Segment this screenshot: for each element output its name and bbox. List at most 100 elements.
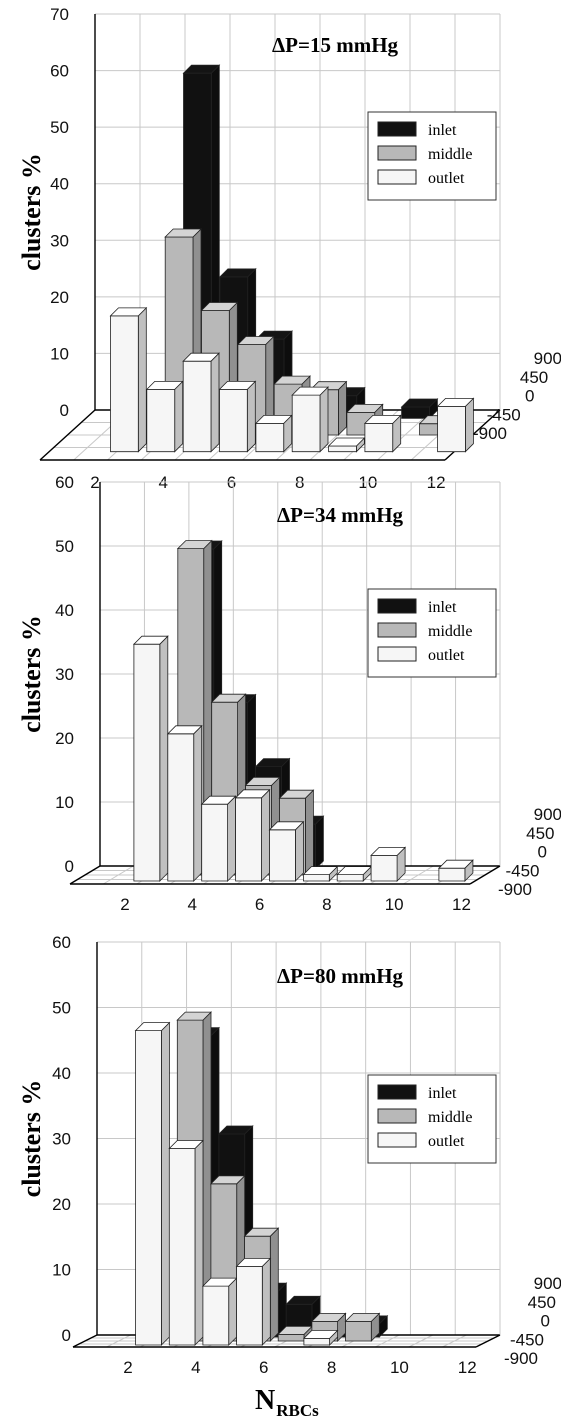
bar-outlet-front bbox=[302, 874, 330, 882]
x-tick-label: 10 bbox=[385, 895, 404, 914]
y-tick-label: 40 bbox=[55, 601, 74, 620]
bars bbox=[132, 539, 474, 882]
z-tick-label: 900 bbox=[534, 349, 561, 368]
back-wall-grid bbox=[94, 13, 501, 411]
z-tick-label: 0 bbox=[538, 843, 547, 862]
bar-outlet-top bbox=[134, 1022, 171, 1031]
floor-left-edge bbox=[39, 409, 96, 461]
bar-outlet bbox=[370, 846, 407, 882]
floor-left-edge bbox=[72, 1334, 98, 1348]
bar-outlet-top bbox=[235, 1257, 272, 1267]
bar-middle-top bbox=[278, 789, 315, 799]
bar-inlet-front bbox=[401, 406, 430, 419]
bar-middle-top bbox=[244, 776, 281, 786]
x-tick-label: 12 bbox=[452, 895, 471, 914]
bar-outlet-front bbox=[303, 1337, 331, 1346]
x-tick-label: 8 bbox=[322, 895, 331, 914]
bar-outlet bbox=[134, 1021, 171, 1346]
y-tick-label: 60 bbox=[50, 62, 69, 81]
y-tick-label: 20 bbox=[50, 288, 69, 307]
chart-title: ΔP=15 mmHg bbox=[272, 33, 399, 57]
bar-middle-top bbox=[345, 403, 384, 413]
bar-outlet-front bbox=[182, 360, 212, 453]
x-tick-label: 4 bbox=[188, 895, 197, 914]
z-tick-label: -450 bbox=[505, 861, 539, 880]
bar-outlet-side bbox=[159, 635, 169, 882]
bar-middle-top bbox=[176, 540, 213, 549]
bar-middle-top bbox=[209, 1175, 246, 1185]
legend-label-inlet: inlet bbox=[428, 599, 457, 616]
legend-swatch-inlet bbox=[377, 1084, 417, 1100]
bar-middle-front bbox=[277, 1333, 305, 1342]
bar-outlet-front bbox=[370, 854, 398, 882]
bar-outlet-front bbox=[201, 803, 229, 882]
x-tick-label: 2 bbox=[90, 473, 99, 492]
bar-outlet-top bbox=[254, 414, 293, 424]
bar-outlet-front bbox=[202, 1285, 230, 1346]
bar-outlet-front bbox=[236, 1265, 263, 1346]
bar-outlet-side bbox=[228, 1277, 238, 1346]
bar-outlet bbox=[145, 380, 184, 453]
x-tick-label: 6 bbox=[255, 895, 264, 914]
bar-inlet-top bbox=[254, 758, 291, 768]
bar-outlet bbox=[302, 865, 339, 882]
bar-outlet bbox=[182, 352, 220, 453]
bar-outlet-side bbox=[246, 380, 256, 453]
bar-inlet-top bbox=[285, 1295, 321, 1305]
bar-outlet-front bbox=[135, 1030, 162, 1346]
bar-outlet-side bbox=[210, 352, 220, 453]
y-tick-label: 50 bbox=[52, 999, 71, 1018]
bar-outlet-front bbox=[291, 394, 321, 453]
bar-outlet-top bbox=[268, 821, 305, 831]
y-tick-label: 60 bbox=[55, 473, 74, 492]
legend-swatch-outlet bbox=[377, 646, 417, 662]
bar-middle-top bbox=[164, 228, 202, 238]
y-tick-label: 30 bbox=[52, 1130, 71, 1149]
y-tick-label: 10 bbox=[55, 793, 74, 812]
bar-outlet bbox=[168, 1139, 204, 1346]
legend-label-inlet: inlet bbox=[428, 1085, 457, 1102]
y-axis-label: clusters % bbox=[17, 615, 46, 733]
bar-inlet-top bbox=[400, 398, 439, 408]
bar-outlet-front bbox=[438, 867, 466, 882]
y-axis-label: clusters % bbox=[17, 153, 46, 271]
y-tick-label: 0 bbox=[65, 857, 74, 876]
bar-outlet bbox=[437, 859, 474, 882]
y-tick-label: 30 bbox=[50, 231, 69, 250]
legend: inlet middle outlet bbox=[367, 111, 497, 201]
x-tick-label: 6 bbox=[259, 1358, 268, 1377]
y-tick-label: 10 bbox=[50, 344, 69, 363]
bar-middle-top bbox=[200, 302, 239, 311]
bar-outlet-front bbox=[235, 797, 262, 882]
bar-outlet-top bbox=[200, 795, 237, 805]
bar-outlet-front bbox=[336, 874, 364, 882]
bar-middle-side bbox=[304, 789, 314, 876]
bar-middle bbox=[345, 403, 384, 436]
legend-label-middle: middle bbox=[428, 146, 472, 163]
bar-outlet-side bbox=[464, 397, 474, 453]
bar-outlet-top bbox=[363, 414, 402, 424]
bar-inlet-top bbox=[182, 64, 221, 74]
legend-swatch-outlet bbox=[377, 1132, 417, 1148]
bar-outlet-side bbox=[319, 386, 329, 453]
bar-outlet-side bbox=[261, 1257, 271, 1346]
bar-outlet-top bbox=[145, 380, 184, 390]
y-tick-label: 40 bbox=[50, 175, 69, 194]
chart-panel-dp80: 0 10 20 30 40 50 60 2 4 6 8 10 12 900 450 0 -450 -900 clus… bbox=[0, 930, 561, 1400]
bar-outlet bbox=[302, 1329, 339, 1346]
y-tick-label: 70 bbox=[50, 5, 69, 24]
x-tick-label: 2 bbox=[120, 895, 129, 914]
bar-middle-side bbox=[337, 380, 347, 436]
bar-outlet bbox=[291, 386, 329, 453]
y-tick-label: 20 bbox=[55, 729, 74, 748]
bar-outlet-top bbox=[437, 859, 474, 869]
y-tick-label: 20 bbox=[52, 1195, 71, 1214]
bar-outlet-side bbox=[174, 380, 184, 453]
z-tick-label: -900 bbox=[504, 1349, 538, 1368]
bar-outlet-front bbox=[110, 315, 139, 453]
bar-outlet-front bbox=[269, 829, 296, 882]
bar-outlet-top bbox=[436, 397, 475, 407]
bar-middle-front bbox=[345, 1320, 372, 1342]
y-tick-label: 40 bbox=[52, 1064, 71, 1083]
bar-outlet-side bbox=[160, 1021, 170, 1346]
